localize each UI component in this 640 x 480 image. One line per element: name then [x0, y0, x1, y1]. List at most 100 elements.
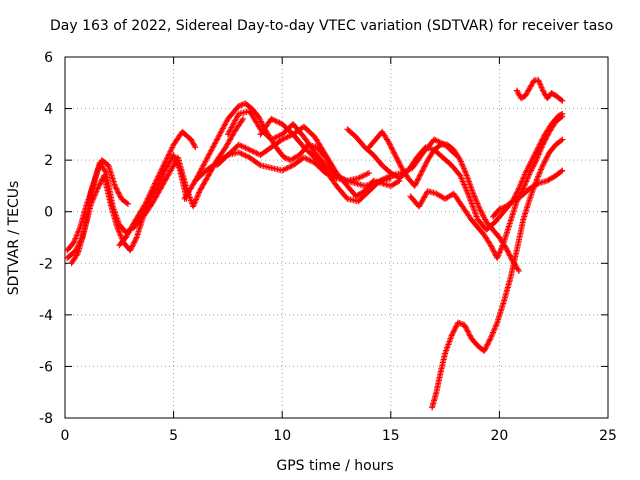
data-point — [127, 225, 134, 232]
data-point — [190, 141, 197, 148]
data-point — [534, 146, 541, 153]
data-point — [115, 190, 122, 197]
data-point — [243, 145, 250, 152]
data-point — [201, 179, 208, 186]
data-point — [496, 250, 503, 257]
data-point — [504, 247, 511, 254]
data-point — [473, 199, 480, 206]
data-point — [225, 129, 232, 136]
data-point — [287, 163, 294, 170]
data-point — [533, 177, 540, 184]
data-point — [520, 174, 527, 181]
data-point — [506, 252, 513, 259]
data-point — [334, 173, 341, 180]
data-point — [71, 238, 78, 245]
chart-title: Day 163 of 2022, Sidereal Day-to-day VTE… — [50, 18, 613, 34]
data-point — [222, 121, 229, 128]
data-point — [465, 193, 472, 200]
data-point — [513, 189, 520, 196]
data-point — [216, 131, 223, 138]
data-point — [462, 323, 469, 330]
data-point — [153, 191, 160, 198]
data-point — [514, 188, 521, 195]
data-point — [304, 156, 311, 163]
y-tick-label: -4 — [39, 308, 53, 324]
data-point — [256, 161, 263, 168]
data-point — [255, 113, 262, 120]
data-point — [255, 114, 262, 121]
data-point — [115, 226, 122, 233]
data-point — [509, 198, 516, 205]
data-point — [460, 179, 467, 186]
data-point — [157, 185, 164, 192]
data-point — [142, 200, 149, 207]
data-point — [153, 193, 160, 200]
data-point — [359, 173, 366, 180]
data-point — [530, 153, 537, 160]
data-point — [131, 238, 138, 245]
data-point — [521, 172, 528, 179]
data-point — [224, 140, 231, 147]
data-point — [523, 167, 530, 174]
data-point — [113, 185, 120, 192]
data-point — [269, 135, 276, 142]
data-point — [458, 159, 465, 166]
data-point — [192, 144, 199, 151]
data-point — [128, 224, 135, 231]
x-tick-label: 20 — [490, 428, 508, 444]
data-point — [201, 159, 208, 166]
data-point — [376, 177, 383, 184]
data-point — [455, 319, 462, 326]
data-point — [385, 173, 392, 180]
data-point — [283, 155, 290, 162]
data-point — [472, 210, 479, 217]
data-point — [220, 124, 227, 131]
data-point — [529, 79, 536, 86]
data-point — [198, 184, 205, 191]
data-point — [495, 252, 502, 259]
data-point — [536, 169, 543, 176]
data-point — [167, 167, 174, 174]
data-point — [468, 200, 475, 207]
data-point — [272, 134, 279, 141]
data-point — [527, 83, 534, 90]
data-point — [465, 191, 472, 198]
data-point — [303, 155, 310, 162]
data-point — [276, 132, 283, 139]
data-point — [170, 151, 177, 158]
data-point — [512, 191, 519, 198]
data-point — [396, 161, 403, 168]
data-point — [112, 184, 119, 191]
data-point — [302, 155, 309, 162]
data-point — [213, 137, 220, 144]
data-point — [166, 170, 173, 177]
data-point — [129, 243, 136, 250]
data-point — [235, 102, 242, 109]
data-point — [420, 195, 427, 202]
data-point — [515, 91, 522, 98]
data-point — [72, 235, 79, 242]
data-point — [394, 157, 401, 164]
x-axis-label: GPS time / hours — [276, 458, 393, 474]
data-point — [192, 197, 199, 204]
data-point — [203, 157, 210, 164]
data-point — [211, 140, 218, 147]
data-point — [200, 181, 207, 188]
data-point — [535, 173, 542, 180]
data-point — [155, 189, 162, 196]
data-point — [480, 212, 487, 219]
data-point — [414, 177, 421, 184]
data-point — [450, 328, 457, 335]
data-point — [88, 200, 95, 207]
data-point — [222, 120, 229, 127]
data-point — [74, 229, 81, 236]
data-point — [421, 194, 428, 201]
data-point — [93, 186, 100, 193]
data-point — [129, 242, 136, 249]
data-point — [379, 176, 386, 183]
data-point — [272, 117, 279, 124]
data-point — [515, 186, 522, 193]
data-point — [417, 200, 424, 207]
series-arc-13 — [429, 136, 566, 411]
